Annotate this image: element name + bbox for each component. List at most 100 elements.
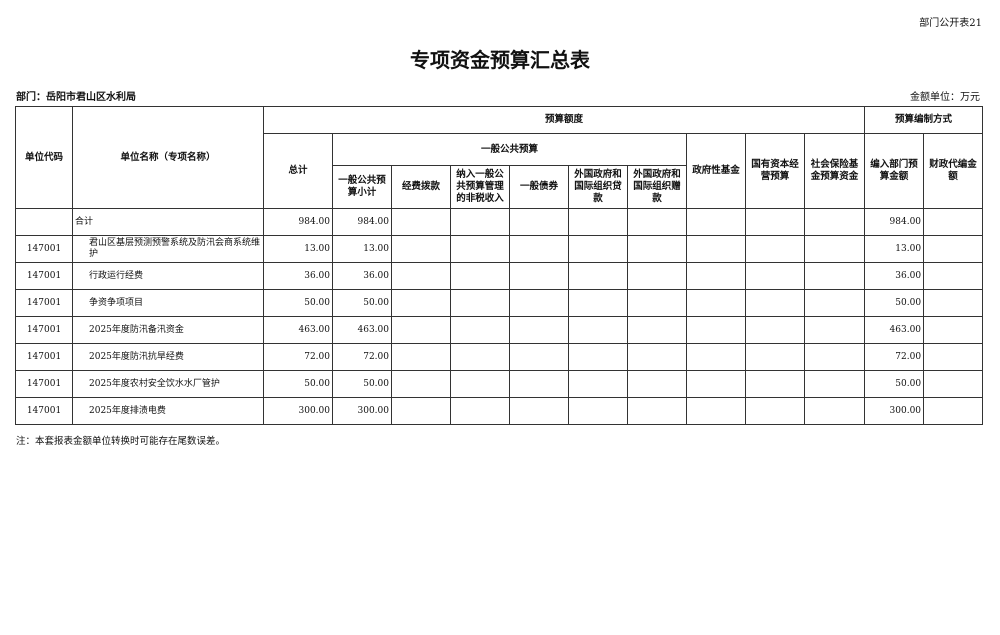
- cell-empty: [568, 370, 628, 398]
- header-fiscal-agency: 财政代编金额: [923, 133, 984, 209]
- cell-name: 君山区基层预测预警系统及防汛会商系统维护: [72, 235, 264, 263]
- cell-empty: [627, 208, 687, 236]
- cell-empty: [391, 262, 451, 290]
- cell-empty: [923, 208, 984, 236]
- cell-empty: [686, 208, 746, 236]
- cell-gp-subtotal: 463.00: [332, 316, 392, 344]
- cell-empty: [391, 316, 451, 344]
- footnote: 注：本套报表金额单位转换时可能存在尾数误差。: [16, 436, 226, 447]
- cell-code: 147001: [15, 316, 73, 344]
- table-row: 147001 争资争项项目 50.00 50.00 50.00: [15, 289, 984, 317]
- cell-empty: [509, 316, 569, 344]
- cell-empty: [803, 397, 866, 425]
- cell-empty: [450, 262, 510, 290]
- cell-empty: [745, 343, 805, 371]
- cell-empty: [923, 316, 984, 344]
- cell-empty: [568, 262, 628, 290]
- header-nontax: 纳入一般公共预算管理的非税收入: [450, 165, 510, 209]
- form-tag: 部门公开表21: [919, 18, 982, 29]
- cell-empty: [803, 208, 866, 236]
- cell-empty: [686, 262, 746, 290]
- cell-empty: [391, 397, 451, 425]
- cell-empty: [509, 343, 569, 371]
- cell-empty: [803, 343, 866, 371]
- header-bonds: 一般债券: [509, 165, 569, 209]
- cell-dept-budget: 50.00: [864, 370, 925, 398]
- cell-total: 463.00: [263, 316, 333, 344]
- cell-empty: [803, 235, 866, 263]
- header-name: 单位名称（专项名称）: [72, 106, 264, 209]
- cell-empty: [450, 397, 510, 425]
- cell-empty: [568, 397, 628, 425]
- cell-gp-subtotal: 984.00: [332, 208, 392, 236]
- cell-empty: [923, 370, 984, 398]
- cell-total: 984.00: [263, 208, 333, 236]
- cell-code: 147001: [15, 343, 73, 371]
- cell-empty: [686, 397, 746, 425]
- cell-empty: [745, 289, 805, 317]
- cell-empty: [923, 343, 984, 371]
- cell-total: 72.00: [263, 343, 333, 371]
- cell-empty: [627, 262, 687, 290]
- cell-empty: [450, 208, 510, 236]
- cell-empty: [627, 343, 687, 371]
- header-gov-fund: 政府性基金: [686, 133, 746, 209]
- cell-empty: [509, 208, 569, 236]
- cell-empty: [509, 397, 569, 425]
- cell-name: 2025年度防汛备汛资金: [72, 316, 264, 344]
- cell-empty: [568, 235, 628, 263]
- cell-empty: [627, 316, 687, 344]
- header-foreign-loans: 外国政府和国际组织贷款: [568, 165, 628, 209]
- cell-empty: [391, 289, 451, 317]
- table-row: 合计 984.00 984.00 984.00: [15, 208, 984, 236]
- cell-empty: [509, 289, 569, 317]
- cell-empty: [509, 235, 569, 263]
- cell-empty: [745, 370, 805, 398]
- cell-empty: [391, 235, 451, 263]
- header-budget-amount: 预算额度: [262, 106, 866, 134]
- cell-name: 2025年度排渍电费: [72, 397, 264, 425]
- cell-empty: [923, 397, 984, 425]
- cell-empty: [568, 343, 628, 371]
- header-gp-subtotal: 一般公共预算小计: [332, 165, 392, 209]
- cell-empty: [391, 208, 451, 236]
- cell-code: 147001: [15, 235, 73, 263]
- cell-total: 50.00: [263, 289, 333, 317]
- cell-empty: [450, 316, 510, 344]
- cell-total: 50.00: [263, 370, 333, 398]
- cell-empty: [745, 397, 805, 425]
- cell-empty: [450, 235, 510, 263]
- cell-empty: [568, 289, 628, 317]
- cell-empty: [745, 262, 805, 290]
- header-method: 预算编制方式: [864, 106, 984, 134]
- cell-empty: [923, 262, 984, 290]
- cell-code: 147001: [15, 397, 73, 425]
- table-row: 147001 行政运行经费 36.00 36.00 36.00: [15, 262, 984, 290]
- cell-name: 合计: [72, 208, 264, 236]
- cell-empty: [745, 235, 805, 263]
- cell-empty: [686, 289, 746, 317]
- cell-empty: [686, 343, 746, 371]
- header-total: 总计: [263, 133, 333, 209]
- cell-dept-budget: 463.00: [864, 316, 925, 344]
- cell-empty: [391, 370, 451, 398]
- unit-label: 金额单位：万元: [910, 92, 980, 103]
- table-row: 147001 2025年度农村安全饮水水厂管护 50.00 50.00 50.00: [15, 370, 984, 398]
- header-general-public: 一般公共预算: [332, 133, 687, 166]
- cell-empty: [803, 262, 866, 290]
- cell-empty: [450, 370, 510, 398]
- cell-dept-budget: 50.00: [864, 289, 925, 317]
- header-appropriation: 经费拨款: [391, 165, 451, 209]
- table-row: 147001 君山区基层预测预警系统及防汛会商系统维护 13.00 13.00 13.0…: [15, 235, 984, 263]
- cell-code: 147001: [15, 262, 73, 290]
- cell-total: 13.00: [263, 235, 333, 263]
- department-label: 部门：岳阳市君山区水利局: [16, 92, 136, 103]
- cell-name: 行政运行经费: [72, 262, 264, 290]
- cell-code: 147001: [15, 370, 73, 398]
- header-state-capital: 国有资本经营预算: [745, 133, 805, 209]
- cell-total: 300.00: [263, 397, 333, 425]
- cell-empty: [803, 316, 866, 344]
- cell-empty: [450, 289, 510, 317]
- cell-empty: [686, 370, 746, 398]
- cell-gp-subtotal: 50.00: [332, 289, 392, 317]
